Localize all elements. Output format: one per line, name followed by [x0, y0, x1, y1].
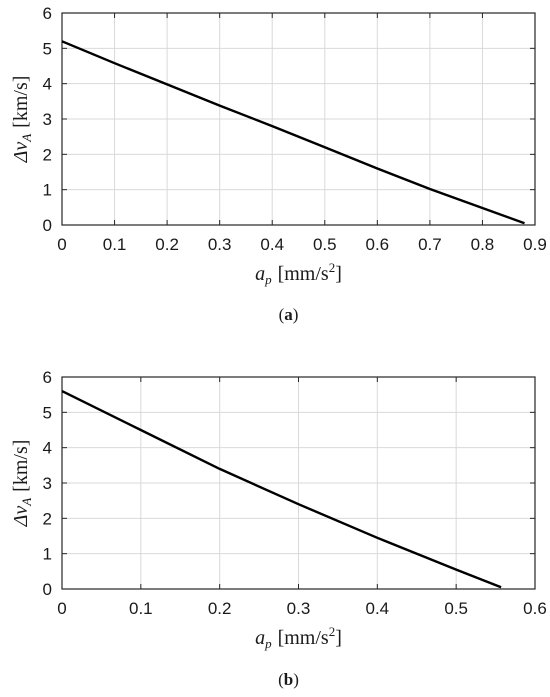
y-tick-label: 0: [43, 216, 52, 235]
x-axis-subscript: p: [264, 272, 272, 287]
y-tick-label: 3: [43, 474, 52, 493]
panel-label-a: (a): [279, 305, 299, 324]
y-axis-subscript: A: [19, 498, 34, 507]
y-axis-label-b: ΔvA [km/s]: [10, 440, 34, 528]
x-tick-label: 0.9: [523, 235, 547, 254]
y-tick-labels-a: 0 1 2 3 4 5 6: [43, 4, 52, 235]
x-axis-close: ]: [335, 627, 342, 649]
x-tick-label: 0.8: [471, 235, 495, 254]
x-tick-label: 0.2: [208, 599, 232, 618]
y-tick-label: 3: [43, 110, 52, 129]
x-tick-labels-b: 0 0.1 0.2 0.3 0.4 0.5 0.6: [57, 599, 547, 618]
y-tick-labels-b: 0 1 2 3 4 5 6: [43, 368, 52, 599]
x-tick-label: 0.6: [523, 599, 547, 618]
y-tick-label: 0: [43, 580, 52, 599]
x-axis-label-b: ap [mm/s2]: [255, 624, 342, 651]
y-axis-symbol: Δv: [10, 506, 32, 528]
delta-v-curve-b: [61, 390, 502, 589]
x-tick-labels-a: 0 0.1 0.2 0.3 0.4 0.5 0.6 0.7 0.8 0.9: [57, 235, 547, 254]
x-axis-unit: [mm/s: [278, 627, 329, 649]
x-tick-label: 0.7: [418, 235, 442, 254]
y-axis-unit: [km/s]: [10, 440, 32, 492]
x-tick-label: 0.5: [444, 599, 468, 618]
y-tick-label: 1: [43, 545, 52, 564]
y-tick-label: 2: [43, 145, 52, 164]
x-tick-label: 0.6: [366, 235, 390, 254]
x-tick-label: 0.5: [313, 235, 337, 254]
x-tick-label: 0.4: [366, 599, 390, 618]
y-tick-label: 4: [43, 439, 52, 458]
y-tick-label: 4: [43, 75, 52, 94]
x-axis-subscript: p: [264, 636, 272, 651]
x-axis-label-a: ap [mm/s2]: [255, 260, 342, 287]
y-axis-label-a: ΔvA [km/s]: [10, 76, 34, 164]
x-axis-symbol: a: [255, 263, 265, 285]
panel-label-b: (b): [278, 670, 299, 689]
x-tick-label: 0: [57, 599, 66, 618]
x-tick-label: 0: [57, 235, 66, 254]
delta-v-curve-a: [61, 40, 525, 225]
y-tick-label: 6: [43, 368, 52, 387]
x-tick-label: 0.2: [155, 235, 179, 254]
y-axis-unit: [km/s]: [10, 76, 32, 128]
x-tick-label: 0.3: [208, 235, 232, 254]
x-tick-label: 0.1: [129, 599, 153, 618]
y-axis-symbol: Δv: [10, 142, 32, 164]
y-tick-label: 2: [43, 509, 52, 528]
x-axis-exponent: 2: [329, 260, 336, 275]
chart-panel-a: 0 0.1 0.2 0.3 0.4 0.5 0.6 0.7 0.8 0.9 0 1 2 3 4 5 6 ap […: [10, 4, 547, 324]
x-tick-label: 0.1: [103, 235, 127, 254]
grid-lines-a: [62, 13, 535, 225]
y-tick-label: 5: [43, 39, 52, 58]
x-tick-label: 0.3: [287, 599, 311, 618]
y-tick-label: 1: [43, 181, 52, 200]
x-axis-symbol: a: [255, 627, 265, 649]
x-axis-exponent: 2: [329, 624, 336, 639]
y-tick-label: 5: [43, 403, 52, 422]
x-axis-unit: [mm/s: [278, 263, 329, 285]
y-tick-label: 6: [43, 4, 52, 23]
grid-lines-b: [62, 377, 535, 589]
y-axis-subscript: A: [19, 134, 34, 143]
x-axis-close: ]: [335, 263, 342, 285]
x-tick-label: 0.4: [260, 235, 284, 254]
